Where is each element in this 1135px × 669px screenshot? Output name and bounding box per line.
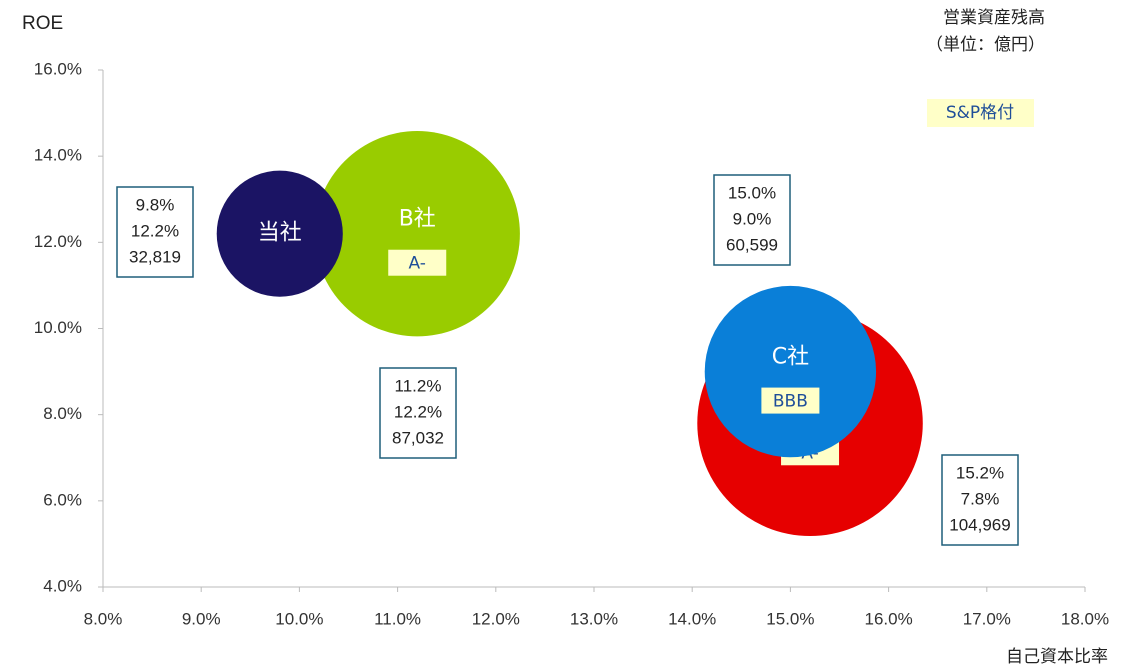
data-label: 7.8% bbox=[961, 489, 1000, 508]
y-tick-label: 14.0% bbox=[34, 146, 82, 165]
data-label-box bbox=[941, 454, 1019, 546]
x-tick-label: 12.0% bbox=[472, 609, 520, 628]
data-label: 60,599 bbox=[726, 235, 778, 254]
rating-box bbox=[761, 387, 820, 414]
data-label: 87,032 bbox=[392, 428, 444, 447]
y-axis-label: ROE bbox=[22, 13, 63, 34]
bubble bbox=[704, 285, 877, 458]
data-label-box bbox=[379, 367, 457, 459]
x-tick-label: 14.0% bbox=[668, 609, 716, 628]
y-tick-label: 8.0% bbox=[43, 404, 82, 423]
x-axis-label: 自己資本比率 bbox=[1006, 647, 1108, 667]
data-label: 9.0% bbox=[733, 209, 772, 228]
size-title: 営業資産残高 bbox=[943, 8, 1045, 28]
y-tick-label: 4.0% bbox=[43, 576, 82, 595]
x-tick-label: 10.0% bbox=[275, 609, 323, 628]
data-label: 15.2% bbox=[956, 463, 1004, 482]
x-tick-label: 9.0% bbox=[182, 609, 221, 628]
data-label: 12.2% bbox=[394, 402, 442, 421]
x-tick-label: 18.0% bbox=[1061, 609, 1109, 628]
bubble bbox=[314, 131, 520, 337]
bubble-name: C社 bbox=[772, 345, 809, 370]
x-tick-label: 15.0% bbox=[766, 609, 814, 628]
data-label: 32,819 bbox=[129, 247, 181, 266]
data-label: 9.8% bbox=[136, 195, 175, 214]
bubble-name: B社 bbox=[399, 207, 436, 232]
x-tick-label: 11.0% bbox=[374, 609, 421, 628]
x-tick-label: 8.0% bbox=[84, 609, 123, 628]
y-tick-label: 16.0% bbox=[34, 59, 82, 78]
bubble-name: 当社 bbox=[258, 221, 302, 246]
y-tick-label: 12.0% bbox=[34, 232, 82, 251]
rating-title-box bbox=[927, 99, 1034, 127]
data-label: 12.2% bbox=[131, 221, 179, 240]
x-tick-label: 16.0% bbox=[864, 609, 912, 628]
rating: BBB bbox=[773, 392, 808, 412]
y-tick-label: 6.0% bbox=[43, 490, 82, 509]
data-label: 15.0% bbox=[728, 183, 776, 202]
data-label: 11.2% bbox=[395, 376, 442, 395]
x-tick-label: 13.0% bbox=[570, 609, 618, 628]
rating-title: S&P格付 bbox=[946, 103, 1014, 123]
size-title: （単位：億円） bbox=[926, 35, 1045, 55]
data-label-box bbox=[713, 174, 791, 266]
data-label-box bbox=[116, 186, 194, 278]
rating-box bbox=[388, 249, 447, 276]
rating: A- bbox=[409, 254, 426, 274]
y-tick-label: 10.0% bbox=[34, 318, 82, 337]
bubble bbox=[216, 170, 343, 297]
data-label: 104,969 bbox=[949, 515, 1010, 534]
x-tick-label: 17.0% bbox=[963, 609, 1011, 628]
